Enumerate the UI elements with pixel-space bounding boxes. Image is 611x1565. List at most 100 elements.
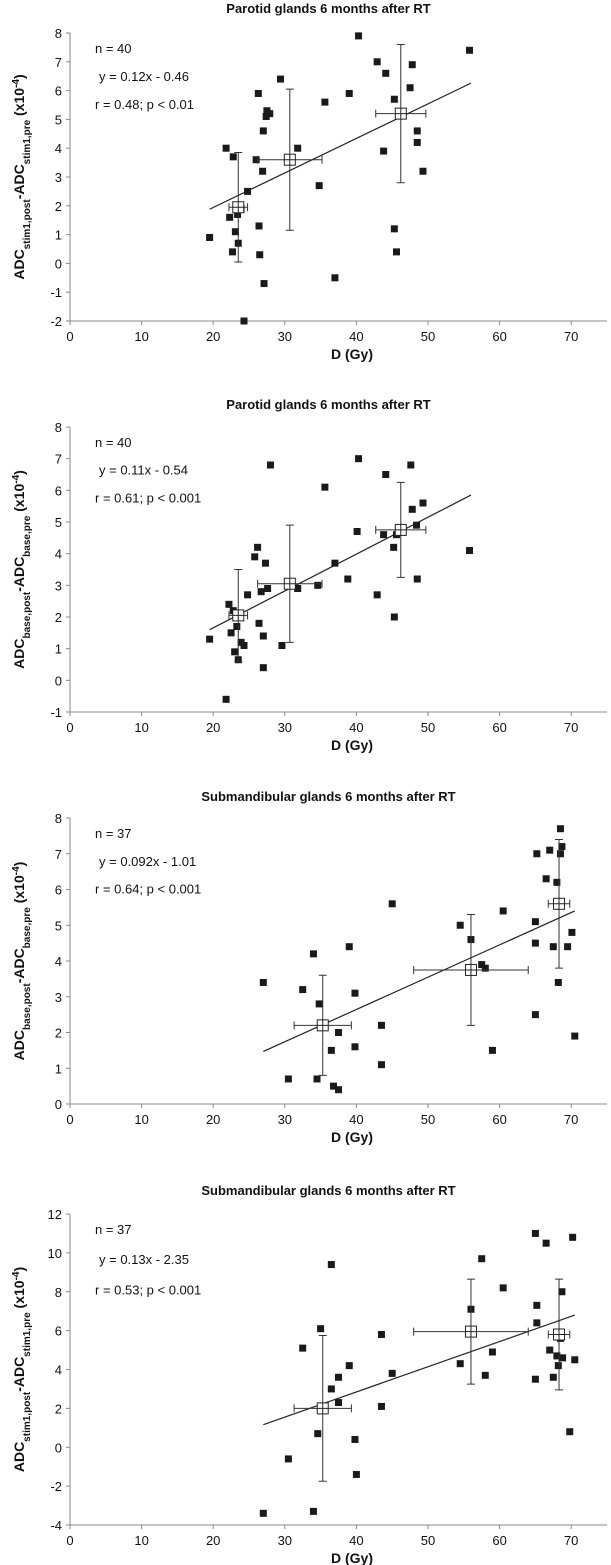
data-point	[329, 1082, 337, 1090]
data-point	[294, 585, 302, 592]
data-point	[531, 1375, 539, 1383]
data-point	[331, 559, 339, 567]
y-tick-label: 6	[55, 84, 62, 99]
data-point	[229, 153, 237, 161]
y-axis-label: ADCbase,post-ADCbase,pre (x10-4)	[11, 470, 33, 669]
mean-cross	[232, 201, 244, 213]
y-axis-label-part: -4	[11, 79, 22, 88]
x-tick-label: 60	[492, 720, 506, 735]
x-tick-label: 30	[278, 720, 292, 735]
annotation: r = 0.48; p < 0.01	[95, 97, 194, 112]
data-point	[571, 1032, 579, 1040]
data-point	[284, 1455, 292, 1463]
x-tick-label: 20	[206, 720, 220, 735]
x-tick-label: 0	[66, 329, 73, 344]
data-point	[251, 553, 259, 561]
x-tick-label: 40	[349, 1112, 363, 1127]
data-point	[277, 75, 285, 83]
y-axis-label-part: -4	[11, 474, 22, 483]
x-tick-label: 0	[66, 1533, 73, 1548]
y-tick-label: -2	[50, 1479, 62, 1494]
y-axis-label-part: (x10	[11, 484, 27, 516]
y-tick-label: 2	[55, 610, 62, 625]
annotation: n = 40	[95, 41, 132, 56]
x-axis-label: D (Gy)	[331, 1129, 373, 1145]
x-tick-label: 40	[349, 329, 363, 344]
y-axis-label-part: )	[11, 470, 27, 475]
x-tick-label: 20	[206, 1533, 220, 1548]
chart-title: Submandibular glands 6 months after RT	[201, 789, 455, 804]
data-point	[259, 632, 267, 640]
data-point	[345, 89, 353, 97]
data-point	[533, 1301, 541, 1309]
mean-marker	[464, 963, 477, 976]
data-point	[294, 144, 302, 152]
data-point	[313, 1075, 321, 1083]
x-tick-label: 70	[564, 329, 578, 344]
x-tick-label: 70	[564, 1112, 578, 1127]
data-point	[554, 1362, 562, 1370]
y-tick-label: 1	[55, 642, 62, 657]
annotation: r = 0.53; p < 0.001	[95, 1282, 201, 1297]
y-tick-label: 2	[55, 1401, 62, 1416]
data-point	[335, 1399, 342, 1407]
mean-marker	[394, 523, 407, 536]
data-point	[229, 248, 237, 256]
data-point	[240, 317, 248, 325]
y-axis-label-part: base,pre	[22, 515, 33, 557]
y-axis-label-part: base,post	[22, 591, 33, 638]
data-point	[373, 58, 381, 66]
y-tick-label: 6	[55, 883, 62, 898]
y-tick-label: 8	[55, 26, 62, 41]
y-tick-label: -1	[50, 285, 62, 300]
data-point	[355, 455, 363, 463]
x-tick-label: 10	[134, 1533, 148, 1548]
y-axis-label-part: )	[11, 1267, 27, 1272]
y-tick-label: 3	[55, 578, 62, 593]
data-point	[553, 878, 561, 886]
y-tick-label: 8	[55, 1285, 62, 1300]
y-axis-label-part: base,pre	[22, 907, 33, 949]
mean-cross	[232, 609, 244, 621]
data-point	[259, 978, 267, 986]
data-point	[558, 843, 566, 851]
y-tick-label: 6	[55, 1324, 62, 1339]
x-tick-label: 50	[421, 1533, 435, 1548]
x-tick-label: 50	[421, 329, 435, 344]
data-point	[413, 127, 421, 135]
data-point	[225, 600, 233, 608]
data-point	[244, 187, 252, 195]
y-tick-label: 6	[55, 483, 62, 498]
data-point	[254, 543, 262, 551]
x-tick-label: 40	[349, 720, 363, 735]
x-tick-label: 40	[349, 1533, 363, 1548]
data-point	[299, 1344, 307, 1352]
x-tick-label: 60	[492, 329, 506, 344]
x-tick-label: 50	[421, 1112, 435, 1127]
data-point	[531, 1229, 539, 1237]
y-axis-label-part: stim1,post	[22, 199, 33, 250]
data-point	[266, 110, 274, 118]
data-point	[377, 1402, 385, 1410]
data-point	[413, 138, 421, 146]
annotation: n = 37	[95, 826, 132, 841]
data-point	[284, 1075, 292, 1083]
x-tick-label: 30	[278, 1533, 292, 1548]
data-point	[259, 664, 267, 672]
data-point	[558, 1288, 566, 1296]
y-tick-label: 7	[55, 55, 62, 70]
data-point	[531, 1011, 539, 1019]
y-tick-label: 5	[55, 515, 62, 530]
y-tick-label: -4	[50, 1518, 62, 1533]
data-point	[231, 648, 239, 656]
data-point	[571, 1356, 579, 1364]
data-point	[481, 964, 489, 972]
data-point	[546, 1346, 554, 1354]
y-axis-label-part: -ADC	[11, 557, 27, 592]
y-tick-label: 0	[55, 1097, 62, 1112]
data-point	[390, 543, 398, 551]
data-point	[254, 89, 262, 97]
data-point	[309, 1507, 317, 1515]
y-tick-label: 0	[55, 256, 62, 271]
data-point	[353, 528, 361, 535]
